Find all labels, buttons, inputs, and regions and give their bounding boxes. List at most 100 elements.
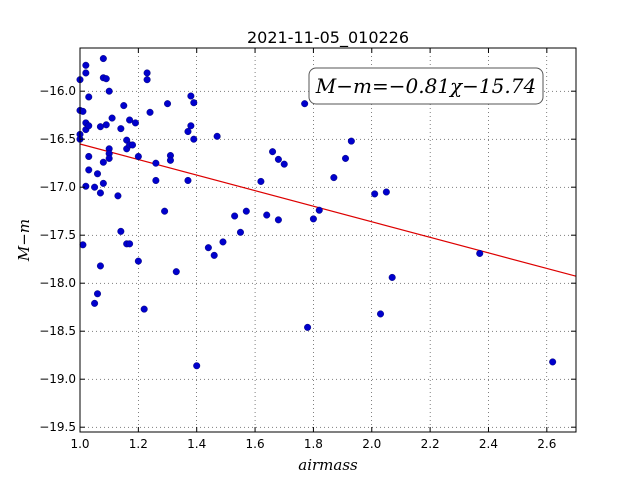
data-point	[85, 152, 93, 160]
data-point	[99, 158, 107, 166]
data-point	[347, 137, 355, 145]
data-point	[184, 128, 192, 136]
x-tick-label: 1.2	[129, 437, 148, 451]
data-point	[242, 207, 250, 215]
grid-lines	[79, 48, 576, 432]
data-point	[330, 174, 338, 182]
equation-box: M−m=−0.81χ−15.74	[308, 67, 544, 105]
x-tick-label: 1.4	[187, 437, 206, 451]
data-point	[146, 108, 154, 116]
data-point	[213, 132, 221, 140]
data-point	[96, 189, 104, 197]
y-tick-label: −17.0	[39, 180, 76, 194]
data-point	[274, 155, 282, 163]
data-point	[164, 100, 172, 108]
y-tick-label: −16.0	[39, 84, 76, 98]
data-point	[274, 216, 282, 224]
data-point	[126, 116, 134, 124]
data-point	[161, 207, 169, 215]
data-point	[91, 299, 99, 307]
data-point	[129, 141, 137, 149]
equation-box-frame	[308, 67, 544, 105]
x-tick-labels: 1.0 1.2 1.4 1.6 1.8 2.0 2.2 2.4 2.6	[70, 437, 556, 451]
data-point	[304, 323, 312, 331]
data-point	[82, 61, 90, 69]
x-tick-label: 2.6	[537, 437, 556, 451]
x-axis-label: airmass	[298, 456, 358, 474]
data-point	[204, 244, 212, 252]
data-point	[91, 183, 99, 191]
x-tick-label: 2.0	[362, 437, 381, 451]
y-tick-label: −18.5	[39, 324, 76, 338]
data-point	[309, 215, 317, 223]
data-point	[131, 119, 139, 127]
data-point	[105, 154, 113, 162]
data-point	[94, 170, 102, 178]
y-tick-labels: −16.0 −16.5 −17.0 −17.5 −18.0 −18.5 −19.0 −19.5	[39, 84, 76, 434]
data-point	[257, 177, 265, 185]
x-tick-label: 1.0	[70, 437, 89, 451]
data-point	[117, 227, 125, 235]
axis-ticks	[79, 48, 576, 432]
y-tick-label: −19.0	[39, 372, 76, 386]
data-point	[94, 290, 102, 298]
chart-title: 2021-11-05_010226	[247, 28, 409, 48]
data-point	[140, 305, 148, 313]
data-point	[85, 166, 93, 174]
data-point	[152, 159, 160, 167]
y-tick-label: −17.5	[39, 228, 76, 242]
data-point	[108, 114, 116, 122]
data-point	[549, 358, 557, 366]
data-point	[280, 160, 288, 168]
data-point	[85, 93, 93, 101]
data-point	[82, 69, 90, 77]
data-point	[193, 362, 201, 370]
data-point	[143, 69, 151, 77]
data-point	[190, 135, 198, 143]
data-point	[82, 182, 90, 190]
data-point	[476, 249, 484, 257]
x-tick-label: 1.8	[304, 437, 323, 451]
data-point	[187, 92, 195, 100]
data-point	[342, 154, 350, 162]
x-tick-label: 1.6	[246, 437, 265, 451]
data-point	[371, 190, 379, 198]
data-point	[102, 75, 110, 83]
data-point	[96, 262, 104, 270]
data-point	[236, 228, 244, 236]
data-point	[120, 102, 128, 110]
data-point	[117, 125, 125, 133]
data-point	[134, 152, 142, 160]
data-point	[231, 212, 239, 220]
data-point	[187, 122, 195, 130]
data-points	[76, 55, 557, 370]
y-tick-label: −16.5	[39, 132, 76, 146]
data-point	[99, 55, 107, 63]
data-point	[79, 241, 87, 249]
data-point	[85, 122, 93, 130]
x-tick-label: 2.2	[421, 437, 440, 451]
data-point	[152, 176, 160, 184]
data-point	[184, 176, 192, 184]
data-point	[315, 206, 323, 214]
y-axis-label: M−m	[15, 219, 33, 262]
data-point	[102, 121, 110, 129]
data-point	[382, 188, 390, 196]
data-point	[99, 179, 107, 187]
y-tick-label: −19.5	[39, 420, 76, 434]
data-point	[269, 148, 277, 156]
fit-line	[79, 143, 577, 277]
plot-frame	[79, 47, 577, 433]
data-point	[219, 238, 227, 246]
data-point	[263, 211, 271, 219]
data-point	[377, 310, 385, 318]
data-point	[210, 251, 218, 259]
data-point	[166, 156, 174, 164]
data-point	[143, 76, 151, 84]
data-point	[134, 257, 142, 265]
fit-equation: M−m=−0.81χ−15.74	[315, 74, 536, 98]
data-point	[172, 268, 180, 276]
data-point	[114, 192, 122, 200]
data-point	[388, 273, 396, 281]
